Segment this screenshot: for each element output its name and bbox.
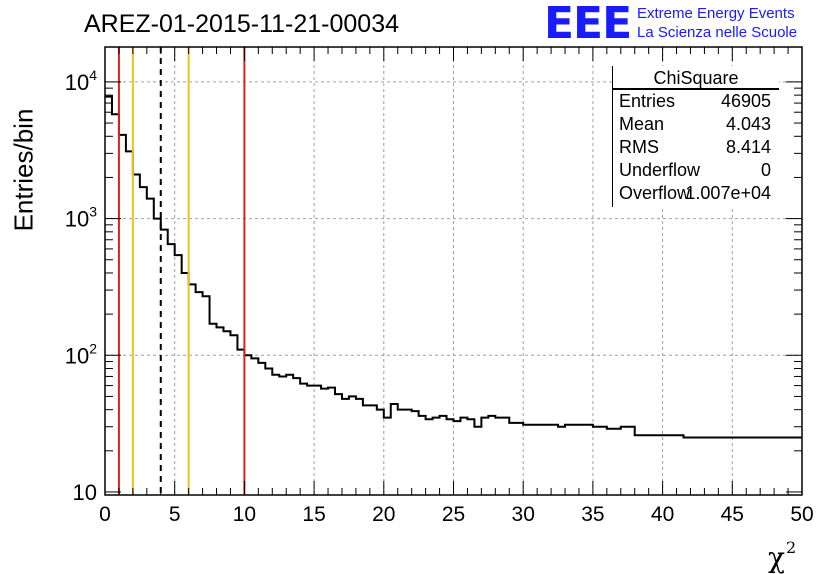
y-tick-label: 102: [65, 340, 97, 368]
stats-value: 0: [760, 160, 771, 180]
stats-key: RMS: [619, 137, 659, 157]
stats-box: ChiSquare Entries 46905 Mean 4.043 RMS 8…: [612, 66, 779, 207]
x-axis-label-base: χ: [768, 541, 785, 574]
stats-value: 1.007e+04: [685, 183, 771, 203]
histogram-series: [105, 95, 802, 439]
y-axis-label: Entries/bin: [8, 108, 39, 232]
x-tick-label: 45: [721, 503, 744, 526]
stats-row-underflow: Underflow 0: [613, 159, 779, 182]
x-tick-label: 10: [233, 503, 256, 526]
stats-key: Underflow: [619, 160, 701, 180]
x-tick-label: 15: [302, 503, 325, 526]
x-tick-label: 35: [581, 503, 604, 526]
logo-line-2: La Scienza nelle Scuole: [637, 24, 798, 41]
eee-logo: EEE: [544, 0, 632, 49]
stats-key: Overflow: [619, 183, 691, 203]
y-axis-label-box: Entries/bin: [4, 100, 44, 240]
x-tick-label: 40: [651, 503, 674, 526]
stats-title: ChiSquare: [613, 66, 779, 90]
stats-key: Entries: [619, 91, 676, 111]
y-tick-label: 103: [65, 204, 97, 232]
stats-row-rms: RMS 8.414: [613, 136, 779, 159]
logo-line-1: Extreme Energy Events: [637, 5, 795, 22]
eee-logo-caption: Extreme Energy Events La Scienza nelle S…: [637, 4, 797, 42]
x-axis-label: χ2: [768, 538, 796, 574]
stats-row-entries: Entries 46905: [613, 90, 779, 113]
y-tick-label: 10: [73, 480, 97, 505]
stats-row-overflow: Overflow 1.007e+04: [613, 182, 779, 205]
stats-value: 4.043: [725, 114, 771, 134]
x-tick-label: 0: [99, 503, 111, 526]
x-tick-label: 25: [442, 503, 465, 526]
stats-value: 8.414: [725, 137, 771, 157]
stats-key: Mean: [619, 114, 665, 134]
x-tick-label: 5: [169, 503, 181, 526]
x-tick-label: 50: [790, 503, 813, 526]
stats-row-mean: Mean 4.043: [613, 113, 779, 136]
x-tick-label: 20: [372, 503, 395, 526]
x-tick-label: 30: [512, 503, 535, 526]
stats-value: 46905: [720, 91, 771, 111]
chart-title: AREZ-01-2015-11-21-00034: [84, 10, 400, 38]
x-axis-label-superscript: 2: [785, 538, 797, 557]
y-tick-label: 104: [65, 67, 97, 95]
